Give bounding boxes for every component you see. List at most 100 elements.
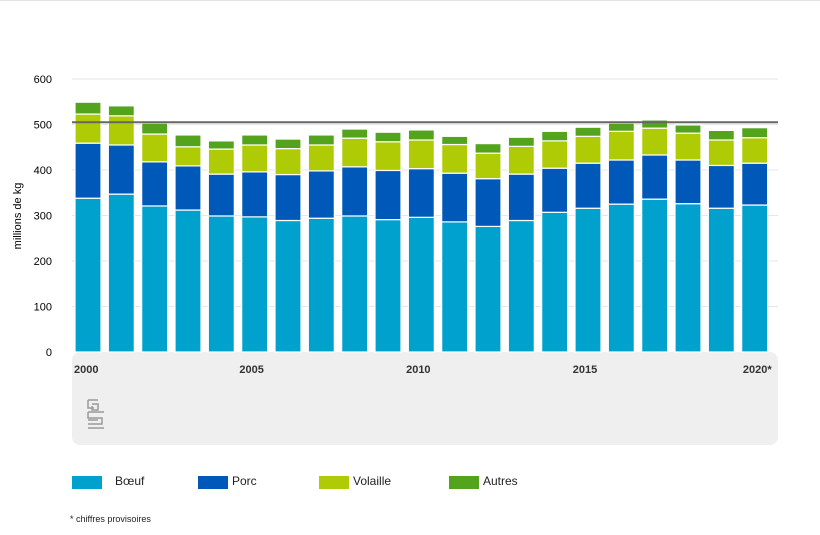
bar-buf-2018 — [674, 203, 702, 353]
bar-porc-2008 — [341, 166, 369, 217]
x-tick-labels: 2000 2005 2010 2015 2020* — [74, 364, 772, 376]
bar-volaille-2016 — [607, 130, 635, 161]
bar-porc-2001 — [107, 144, 135, 195]
bar-volaille-2012 — [474, 152, 502, 180]
bar-volaille-2006 — [274, 148, 302, 176]
legend-item: Volaille — [319, 474, 391, 489]
bar-autres-2017 — [641, 119, 669, 129]
legend-swatch — [72, 476, 102, 489]
bar-autres-2010 — [407, 129, 435, 141]
bar-porc-2013 — [507, 173, 535, 222]
bars — [74, 101, 769, 353]
bar-volaille-2013 — [507, 145, 535, 175]
bar-buf-2013 — [507, 219, 535, 353]
bar-autres-2015 — [574, 126, 602, 137]
bar-buf-2020 — [741, 204, 769, 353]
bar-buf-2004 — [207, 215, 235, 353]
bar-volaille-2005 — [241, 144, 269, 173]
bar-autres-2007 — [307, 134, 335, 146]
bar-buf-2009 — [374, 218, 402, 353]
bar-volaille-2019 — [707, 139, 735, 167]
bar-autres-2020 — [741, 127, 769, 139]
bar-autres-2012 — [474, 143, 502, 154]
footnote: * chiffres provisoires — [70, 514, 151, 524]
bar-volaille-2001 — [107, 115, 135, 146]
bar-porc-2006 — [274, 173, 302, 222]
y-tick-label: 100 — [34, 302, 52, 314]
x-axis-panel — [72, 352, 778, 445]
bar-buf-2015 — [574, 207, 602, 353]
bar-volaille-2017 — [641, 127, 669, 156]
x-tick-label: 2005 — [239, 364, 263, 376]
bar-buf-2016 — [607, 203, 635, 353]
bar-porc-2005 — [241, 171, 269, 218]
bar-porc-2004 — [207, 173, 235, 217]
bar-volaille-2009 — [374, 141, 402, 172]
bar-porc-2015 — [574, 162, 602, 209]
legend: Bœuf Porc Volaille Autres — [72, 474, 518, 489]
bar-porc-2020 — [741, 162, 769, 206]
bar-volaille-2018 — [674, 132, 702, 161]
bar-porc-2003 — [174, 165, 202, 211]
cbs-logo — [87, 399, 104, 429]
y-tick-labels: 0 100 200 300 400 500 600 — [34, 74, 52, 359]
bar-porc-2010 — [407, 168, 435, 218]
bar-volaille-2007 — [307, 144, 335, 172]
bar-autres-2004 — [207, 140, 235, 150]
bar-buf-2012 — [474, 225, 502, 353]
legend-swatch — [449, 476, 479, 489]
bar-autres-2001 — [107, 105, 135, 117]
bar-autres-2018 — [674, 124, 702, 134]
bar-buf-2017 — [641, 198, 669, 353]
bar-autres-2006 — [274, 138, 302, 150]
y-tick-label: 400 — [34, 165, 52, 177]
bar-volaille-2003 — [174, 146, 202, 167]
x-tick-label: 2020* — [743, 364, 772, 376]
y-axis-label: millions de kg — [12, 183, 24, 250]
bar-buf-2008 — [341, 215, 369, 353]
legend-swatch — [198, 476, 228, 489]
bar-autres-2014 — [541, 130, 569, 142]
bar-volaille-2011 — [441, 143, 469, 174]
legend-label: Autres — [483, 474, 518, 488]
bar-autres-2005 — [241, 134, 269, 146]
bar-autres-2016 — [607, 122, 635, 132]
bar-buf-2007 — [307, 217, 335, 353]
x-tick-label: 2015 — [573, 364, 597, 376]
bar-porc-2019 — [707, 164, 735, 209]
legend-item: Bœuf — [72, 474, 145, 489]
bar-autres-2000 — [74, 101, 102, 115]
bar-porc-2007 — [307, 170, 335, 219]
bar-buf-2010 — [407, 216, 435, 353]
x-tick-label: 2010 — [406, 364, 430, 376]
bar-autres-2011 — [441, 135, 469, 146]
bar-buf-2011 — [441, 221, 469, 353]
bar-buf-2000 — [74, 197, 102, 353]
bar-porc-2011 — [441, 172, 469, 223]
x-tick-label: 2000 — [74, 364, 98, 376]
y-tick-label: 500 — [34, 120, 52, 132]
bar-autres-2013 — [507, 136, 535, 147]
bar-volaille-2015 — [574, 135, 602, 164]
bar-porc-2016 — [607, 159, 635, 205]
bar-buf-2003 — [174, 209, 202, 353]
legend-item: Autres — [449, 474, 518, 489]
bar-autres-2002 — [141, 122, 169, 135]
bar-porc-2009 — [374, 169, 402, 221]
bar-volaille-2008 — [341, 137, 369, 168]
y-tick-label: 300 — [34, 211, 52, 223]
legend-label: Bœuf — [115, 474, 145, 488]
bar-porc-2018 — [674, 159, 702, 205]
bar-volaille-2000 — [74, 113, 102, 144]
y-tick-label: 200 — [34, 256, 52, 268]
legend-label: Volaille — [353, 474, 391, 488]
bar-buf-2006 — [274, 219, 302, 353]
legend-item: Porc — [198, 474, 257, 489]
bar-porc-2014 — [541, 167, 569, 213]
bar-porc-2012 — [474, 178, 502, 228]
bar-porc-2000 — [74, 142, 102, 199]
bar-volaille-2014 — [541, 140, 569, 169]
bar-autres-2019 — [707, 129, 735, 141]
bar-autres-2009 — [374, 131, 402, 143]
